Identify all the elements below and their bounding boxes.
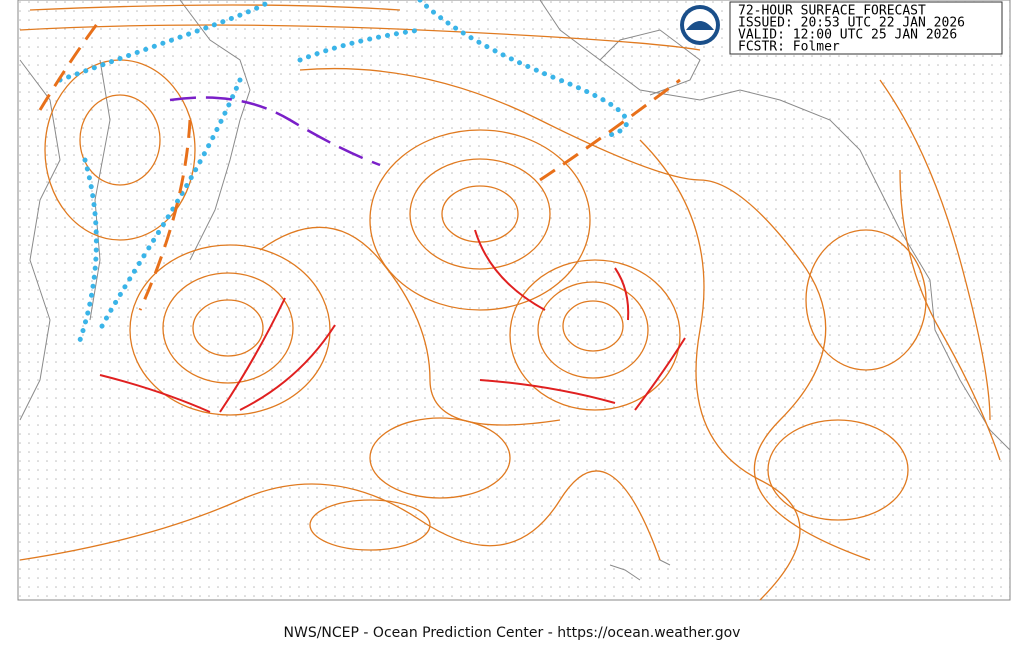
header-valid: VALID: 12:00 UTC 25 JAN 2026 [738,28,957,43]
coastlines [19,0,1011,581]
header-issued: ISSUED: 20:53 UTC 22 JAN 2026 [738,16,965,31]
map-frame [17,0,1011,601]
header-forecaster: FCSTR: Folmer [738,40,840,55]
header-box [729,1,1003,55]
track-arrows [99,229,686,413]
occluded-troughs [169,96,381,167]
troughs [38,19,681,311]
ice-edge [57,0,630,343]
footer-credit: NWS/NCEP - Ocean Prediction Center - htt… [284,625,741,641]
isobars [19,4,1001,601]
header-title: 72-HOUR SURFACE FORECAST [738,4,926,19]
map-background [18,0,1010,600]
noaa-logo [680,5,720,45]
